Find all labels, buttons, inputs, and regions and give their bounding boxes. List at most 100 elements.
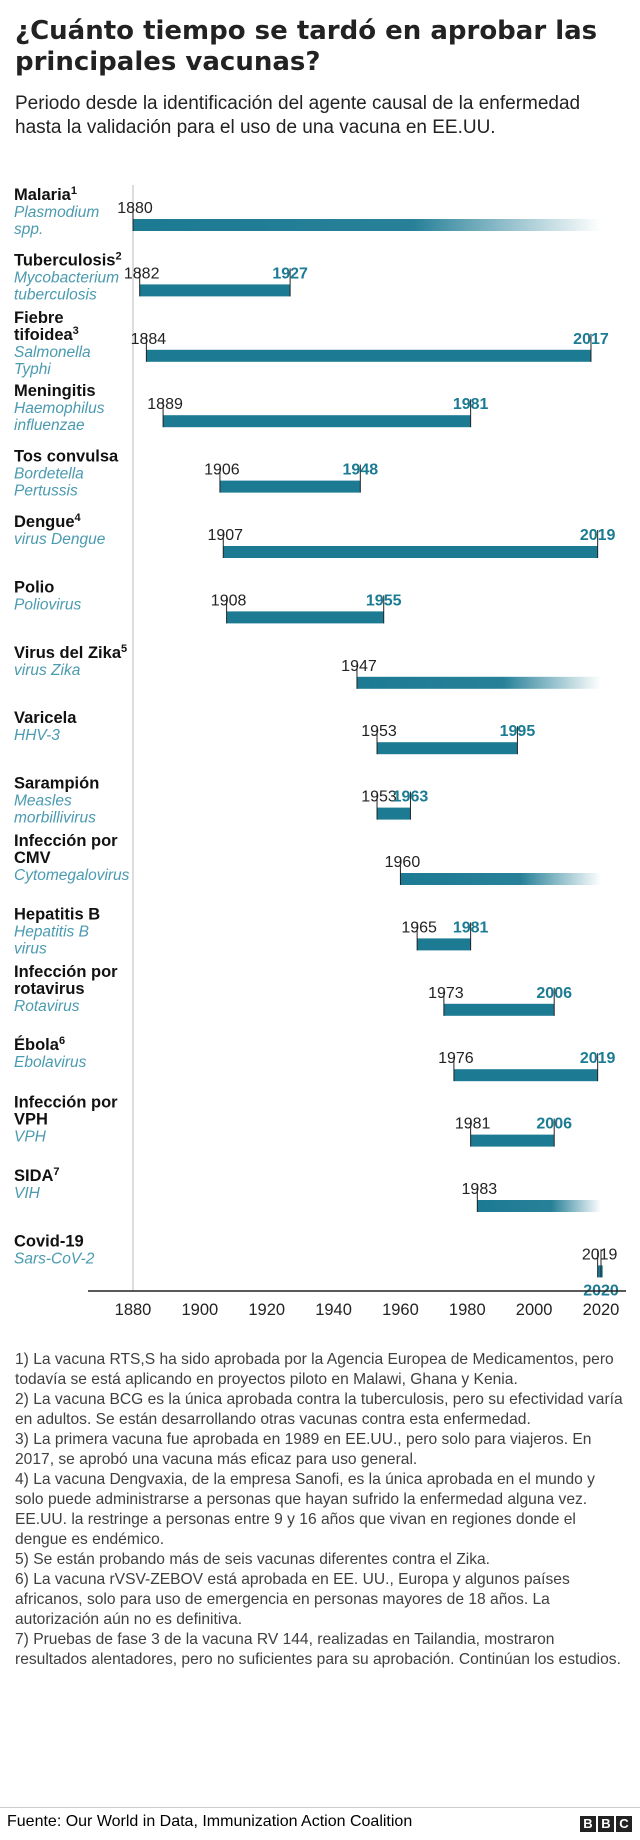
end-year-label: 2019 bbox=[580, 527, 616, 544]
x-tick-label: 1900 bbox=[181, 1301, 218, 1319]
range-bar-chart: Malaria1Plasmodiumspp.1880Tuberculosis2M… bbox=[14, 185, 626, 1319]
start-year-label: 2019 bbox=[582, 1246, 618, 1263]
start-year-label: 1908 bbox=[211, 592, 247, 609]
start-year-label: 1953 bbox=[361, 789, 397, 806]
end-year-label: 1948 bbox=[343, 462, 379, 479]
disease-label: CMV bbox=[14, 849, 51, 867]
pathogen-label: HHV-3 bbox=[14, 727, 60, 744]
x-tick-label: 2020 bbox=[583, 1301, 620, 1319]
pathogen-label: virus Dengue bbox=[14, 531, 106, 548]
range-bar bbox=[163, 415, 471, 428]
end-year-label: 1981 bbox=[453, 396, 489, 413]
pathogen-label: Cytomegalovirus bbox=[14, 867, 130, 884]
start-year-label: 1880 bbox=[117, 200, 153, 217]
start-year-label: 1965 bbox=[401, 919, 437, 936]
pathogen-label: tuberculosis bbox=[14, 286, 97, 303]
x-axis: 1880 1900 1920 1940 1960 1980 2000 2020 bbox=[88, 1290, 626, 1319]
logo-letter: B bbox=[598, 1816, 614, 1832]
disease-label: rotavirus bbox=[14, 980, 85, 998]
x-tick-label: 2000 bbox=[516, 1301, 553, 1319]
range-bar bbox=[400, 873, 601, 885]
disease-label: Varicela bbox=[14, 709, 77, 727]
x-tick-label: 1920 bbox=[248, 1301, 285, 1319]
start-year-label: 1906 bbox=[204, 462, 240, 479]
disease-label: Ébola6 bbox=[14, 1035, 65, 1054]
pathogen-label: VIH bbox=[14, 1185, 41, 1202]
disease-label: Polio bbox=[14, 578, 54, 596]
range-bar bbox=[133, 219, 601, 231]
pathogen-label: Sars-CoV-2 bbox=[14, 1250, 95, 1267]
start-year-label: 1889 bbox=[147, 396, 183, 413]
end-year-label: 2019 bbox=[580, 1050, 616, 1067]
pathogen-label: Mycobacterium bbox=[14, 269, 119, 286]
footnote: 2) La vacuna BCG es la única aprobada co… bbox=[15, 1391, 623, 1428]
start-year-label: 1976 bbox=[438, 1050, 474, 1067]
start-year-label: 1983 bbox=[462, 1181, 498, 1198]
range-bar bbox=[146, 349, 591, 362]
footnote: 3) La primera vacuna fue aprobada en 198… bbox=[15, 1431, 592, 1468]
logo-letter: B bbox=[580, 1816, 596, 1832]
footnote: 5) Se están probando más de seis vacunas… bbox=[15, 1551, 491, 1568]
chart-title: ¿Cuánto tiempo se tardó en aprobar las p… bbox=[15, 16, 598, 77]
disease-label: Infección por bbox=[14, 1094, 118, 1112]
end-year-label: 1927 bbox=[272, 265, 308, 282]
disease-label: Dengue4 bbox=[14, 512, 82, 531]
disease-label: VPH bbox=[14, 1111, 48, 1129]
bbc-logo: B B C bbox=[580, 1816, 632, 1832]
footnotes: 1) La vacuna RTS,S ha sido aprobada por … bbox=[15, 1350, 625, 1670]
end-year-label: 2006 bbox=[536, 985, 572, 1002]
footnote: 7) Pruebas de fase 3 de la vacuna RV 144… bbox=[15, 1631, 621, 1668]
disease-label: Tos convulsa bbox=[14, 448, 119, 466]
footer: Fuente: Our World in Data, Immunization … bbox=[0, 1807, 640, 1840]
pathogen-label: influenzae bbox=[14, 417, 85, 434]
footnote: 4) La vacuna Dengvaxia, de la empresa Sa… bbox=[15, 1471, 595, 1548]
disease-label: SIDA7 bbox=[14, 1166, 60, 1185]
range-bar bbox=[223, 546, 598, 558]
disease-label: Tuberculosis2 bbox=[14, 250, 122, 269]
start-year-label: 1882 bbox=[124, 265, 160, 282]
pathogen-label: Rotavirus bbox=[14, 998, 80, 1015]
source-text: Fuente: Our World in Data, Immunization … bbox=[7, 1813, 413, 1830]
disease-label: Sarampión bbox=[14, 775, 99, 793]
pathogen-label: virus bbox=[14, 940, 47, 957]
pathogen-label: morbillivirus bbox=[14, 810, 96, 827]
pathogen-label: virus Zika bbox=[14, 662, 81, 679]
logo-letter: C bbox=[616, 1816, 632, 1832]
pathogen-label: Bordetella bbox=[14, 466, 84, 483]
footnote: 6) La vacuna rVSV-ZEBOV está aprobada en… bbox=[15, 1571, 570, 1628]
range-bar bbox=[219, 480, 361, 493]
pathogen-label: spp. bbox=[14, 221, 43, 238]
chart-rows: Malaria1Plasmodiumspp.1880Tuberculosis2M… bbox=[14, 185, 619, 1299]
pathogen-label: Salmonella bbox=[14, 344, 91, 361]
range-bar bbox=[377, 807, 411, 820]
start-year-label: 1947 bbox=[341, 658, 377, 675]
disease-label: tifoidea3 bbox=[14, 325, 79, 344]
disease-label: Infección por bbox=[14, 963, 118, 981]
disease-label: Virus del Zika5 bbox=[14, 643, 127, 662]
end-year-label: 2017 bbox=[573, 331, 609, 348]
start-year-label: 1981 bbox=[455, 1116, 491, 1133]
pathogen-label: Typhi bbox=[14, 361, 51, 378]
range-bar bbox=[377, 742, 518, 755]
disease-label: Infección por bbox=[14, 832, 118, 850]
disease-label: Malaria1 bbox=[14, 185, 77, 204]
end-year-label: 1955 bbox=[366, 592, 402, 609]
disease-label: Covid-19 bbox=[14, 1232, 84, 1250]
start-year-label: 1907 bbox=[207, 527, 243, 544]
start-year-label: 1960 bbox=[385, 854, 421, 871]
pathogen-label: Ebolavirus bbox=[14, 1054, 87, 1071]
start-year-label: 1953 bbox=[361, 723, 397, 740]
end-year-label: 2006 bbox=[536, 1116, 572, 1133]
chart-subtitle: Periodo desde la identificación del agen… bbox=[15, 93, 581, 138]
